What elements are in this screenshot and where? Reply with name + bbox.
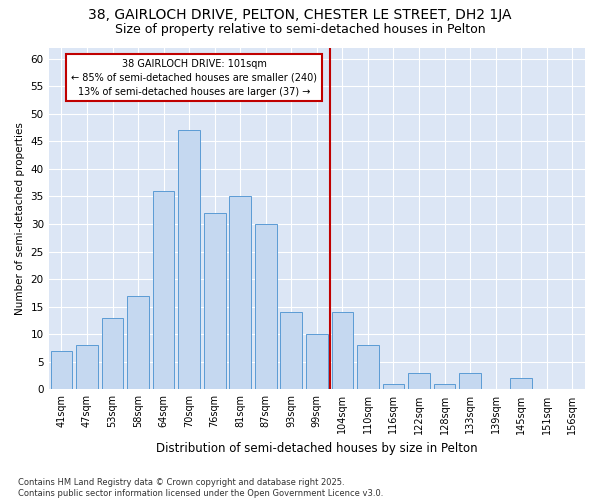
Text: 38, GAIRLOCH DRIVE, PELTON, CHESTER LE STREET, DH2 1JA: 38, GAIRLOCH DRIVE, PELTON, CHESTER LE S…: [88, 8, 512, 22]
Bar: [76, 346, 98, 390]
Bar: [229, 196, 251, 390]
Bar: [357, 346, 379, 390]
Bar: [204, 213, 226, 390]
Bar: [306, 334, 328, 390]
Text: Size of property relative to semi-detached houses in Pelton: Size of property relative to semi-detach…: [115, 22, 485, 36]
Text: Contains HM Land Registry data © Crown copyright and database right 2025.
Contai: Contains HM Land Registry data © Crown c…: [18, 478, 383, 498]
X-axis label: Distribution of semi-detached houses by size in Pelton: Distribution of semi-detached houses by …: [156, 442, 478, 455]
Bar: [332, 312, 353, 390]
Bar: [127, 296, 149, 390]
Bar: [408, 373, 430, 390]
Bar: [50, 351, 72, 390]
Bar: [178, 130, 200, 390]
Bar: [383, 384, 404, 390]
Bar: [101, 318, 124, 390]
Bar: [280, 312, 302, 390]
Bar: [255, 224, 277, 390]
Bar: [153, 191, 175, 390]
Bar: [459, 373, 481, 390]
Bar: [434, 384, 455, 390]
Text: 38 GAIRLOCH DRIVE: 101sqm
← 85% of semi-detached houses are smaller (240)
13% of: 38 GAIRLOCH DRIVE: 101sqm ← 85% of semi-…: [71, 58, 317, 96]
Bar: [510, 378, 532, 390]
Y-axis label: Number of semi-detached properties: Number of semi-detached properties: [15, 122, 25, 315]
